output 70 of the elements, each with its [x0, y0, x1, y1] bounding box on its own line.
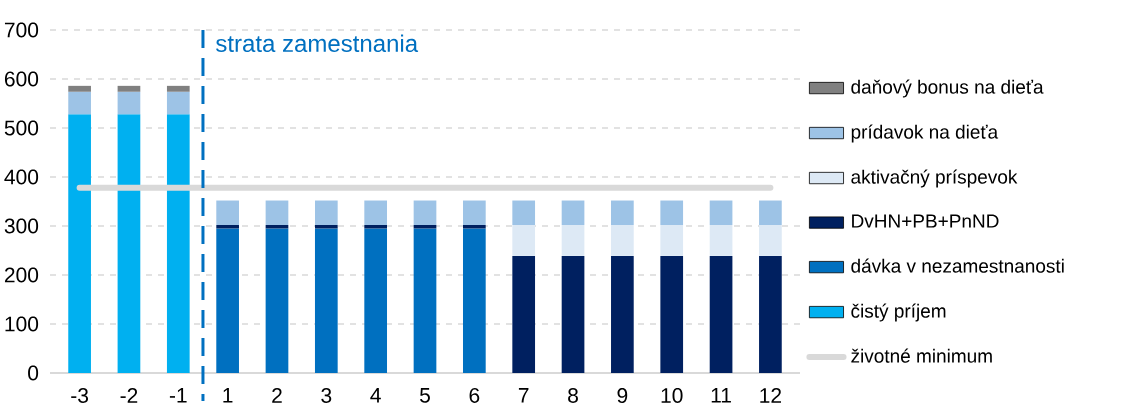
bar — [216, 228, 239, 373]
x-tick-label: 6 — [469, 388, 480, 403]
legend-label: prídavok na dieťa — [851, 124, 999, 143]
bar — [512, 225, 536, 256]
bar — [117, 85, 141, 92]
x-tick-label: -2 — [120, 388, 138, 403]
bar — [709, 225, 733, 256]
legend-label: čistý príjem — [851, 303, 946, 322]
x-tick-label: -1 — [169, 388, 187, 403]
x-tick-label: 9 — [617, 388, 628, 403]
bar — [314, 200, 338, 226]
bar — [660, 255, 684, 373]
bar — [463, 228, 486, 373]
y-tick-label: 400 — [4, 169, 39, 185]
x-tick-label: 10 — [661, 388, 683, 403]
x-tick-label: 12 — [760, 388, 781, 403]
legend-label: životné minimum — [851, 348, 992, 363]
bar — [512, 200, 536, 226]
bar — [413, 200, 437, 226]
bar — [413, 228, 437, 373]
bar — [611, 225, 634, 256]
bar — [512, 255, 536, 373]
bar — [759, 255, 782, 373]
bar — [216, 200, 239, 226]
bar — [117, 91, 141, 115]
legend-label: DvHN+PB+PnND — [852, 214, 999, 228]
x-tick-label: -3 — [71, 388, 89, 403]
x-tick-label: 2 — [272, 388, 282, 403]
legend-label: daňový bonus na dieťa — [851, 79, 1044, 98]
y-tick-label: 0 — [28, 365, 39, 381]
y-tick-label: 300 — [4, 218, 39, 234]
y-tick-label: 100 — [5, 316, 39, 332]
x-tick-label: 4 — [370, 388, 381, 403]
bar — [364, 200, 388, 226]
ref-line-label: strata zamestnania — [216, 34, 419, 53]
bar — [611, 255, 634, 373]
x-tick-label: 7 — [518, 388, 529, 403]
x-tick-label: 5 — [420, 388, 430, 403]
y-tick-label: 500 — [4, 120, 39, 136]
bar — [166, 85, 190, 92]
bar — [117, 114, 141, 373]
bar — [364, 228, 388, 373]
bar — [68, 85, 91, 92]
bar — [561, 255, 585, 373]
x-tick-label: 8 — [568, 388, 578, 403]
bar — [611, 200, 634, 226]
x-tick-label: 1 — [223, 388, 233, 403]
bar — [463, 200, 486, 226]
y-tick-label: 700 — [4, 22, 39, 38]
x-tick-label: 3 — [321, 388, 332, 403]
y-tick-label: 200 — [4, 267, 39, 283]
bar — [166, 91, 190, 115]
bar — [561, 200, 585, 226]
bar — [660, 200, 684, 226]
bar — [68, 114, 91, 373]
bar — [265, 200, 289, 226]
bar — [709, 255, 733, 373]
bar — [314, 228, 338, 373]
bar — [561, 225, 585, 256]
bar — [265, 228, 289, 373]
x-tick-label: 11 — [711, 388, 731, 403]
bar — [759, 225, 782, 256]
bar — [68, 91, 91, 115]
legend-label: dávka v nezamestnanosti — [851, 258, 1064, 273]
bar — [759, 200, 782, 226]
bar — [166, 114, 190, 373]
bar — [709, 200, 733, 226]
y-tick-label: 600 — [4, 71, 39, 87]
bar — [660, 225, 684, 256]
legend-label: aktivačný príspevok — [851, 169, 1018, 188]
